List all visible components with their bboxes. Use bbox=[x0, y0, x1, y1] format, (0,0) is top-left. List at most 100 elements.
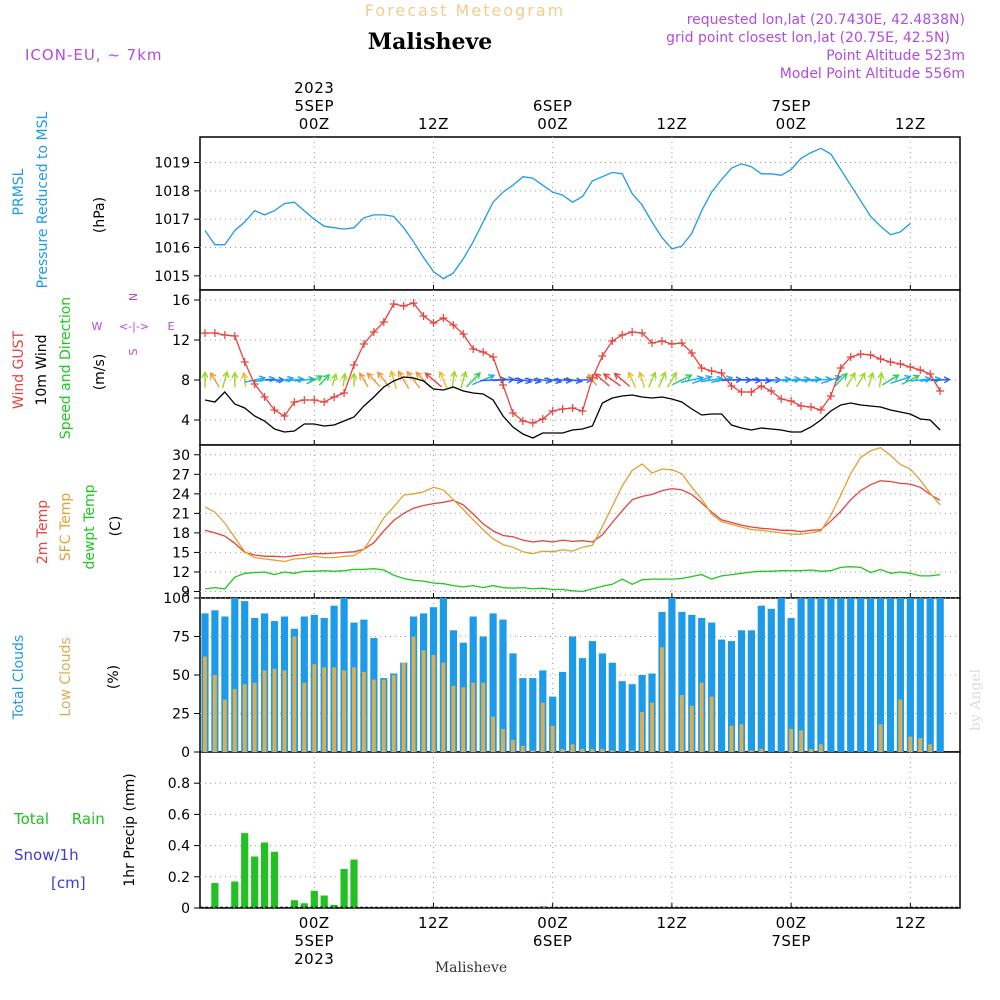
wind-arrow-head bbox=[705, 375, 713, 382]
label-dewpt-temp: dewpt Temp bbox=[82, 484, 98, 569]
total-cloud-bar bbox=[817, 598, 825, 752]
gust-marker bbox=[747, 388, 756, 396]
total-cloud-bar bbox=[837, 598, 845, 752]
wind-arrow-head bbox=[268, 375, 276, 383]
gust-marker bbox=[270, 406, 279, 414]
gust-marker bbox=[200, 329, 209, 337]
gust-marker bbox=[379, 318, 388, 326]
label-pressure-msl: Pressure Reduced to MSL bbox=[35, 111, 51, 288]
wind-arrow bbox=[614, 373, 631, 387]
total-cloud-bar bbox=[926, 598, 934, 752]
total-cloud-bar bbox=[588, 641, 596, 752]
total-cloud-bar bbox=[618, 681, 626, 752]
low-cloud-bar bbox=[272, 668, 277, 752]
wind-arrow bbox=[742, 378, 761, 382]
wind-arrow-head bbox=[934, 375, 942, 383]
low-cloud-bar bbox=[699, 682, 704, 752]
gridpoint-coords: grid point closest lon,lat (20.75E, 42.5… bbox=[666, 30, 950, 46]
wind-arrow-head bbox=[209, 371, 217, 380]
wind-arrow-head bbox=[406, 370, 413, 378]
gust-marker bbox=[628, 328, 637, 336]
wind-arrow-head bbox=[650, 371, 657, 379]
wind-arrow bbox=[890, 375, 911, 385]
compass-south: S bbox=[127, 348, 140, 355]
wind-arrow-head bbox=[924, 375, 933, 383]
low-cloud-bar bbox=[411, 636, 416, 752]
wind-arrow bbox=[451, 371, 456, 389]
total-cloud-bar bbox=[886, 598, 895, 752]
gust-marker bbox=[588, 374, 597, 382]
low-cloud-bar bbox=[342, 670, 346, 752]
gust-marker bbox=[330, 393, 339, 401]
wind-arrow-head bbox=[359, 372, 366, 380]
wind-arrow bbox=[285, 378, 304, 382]
gust-marker bbox=[220, 331, 229, 339]
unit-c: (C) bbox=[108, 516, 124, 537]
wind-arrow bbox=[331, 374, 337, 386]
pressure-tick-label: 1019 bbox=[154, 156, 190, 172]
wind-arrow-head bbox=[340, 372, 348, 380]
temp-tick-label: 12 bbox=[172, 565, 190, 581]
precip-tick-label: 0.2 bbox=[168, 870, 190, 886]
wind-arrow-head bbox=[859, 371, 866, 380]
total-cloud-bar bbox=[529, 678, 537, 752]
gust-marker bbox=[300, 396, 309, 404]
wind-arrow-head bbox=[315, 375, 324, 382]
gust-marker bbox=[449, 321, 458, 329]
precip-panel: 0 0.2 0.4 0.6 0.8 bbox=[168, 751, 961, 917]
total-cloud-bar bbox=[519, 678, 527, 752]
label-low-clouds: Low Clouds bbox=[58, 637, 74, 716]
wind-arrow bbox=[834, 373, 848, 387]
rain-bars bbox=[211, 833, 547, 908]
gust-marker bbox=[767, 387, 776, 395]
wind-10m-line bbox=[204, 376, 941, 439]
low-cloud-bar bbox=[371, 679, 376, 752]
gust-marker bbox=[657, 337, 666, 345]
low-cloud-bar bbox=[818, 744, 823, 752]
low-cloud-bar bbox=[481, 682, 486, 752]
low-cloud-bar bbox=[640, 712, 644, 752]
prmsl-line bbox=[204, 147, 911, 280]
wind-arrow-head bbox=[297, 376, 305, 384]
compass-rose: W <-|-> E N S bbox=[92, 293, 175, 356]
low-cloud-bar bbox=[242, 684, 247, 752]
rain-bar bbox=[310, 890, 318, 908]
total-cloud-bar bbox=[688, 614, 696, 752]
total-cloud-bar bbox=[876, 598, 885, 752]
low-cloud-bar bbox=[312, 664, 317, 752]
temp-tick-label: 15 bbox=[172, 545, 190, 561]
gust-marker bbox=[856, 350, 865, 358]
wind-frame bbox=[199, 289, 961, 446]
wind-arrow-head bbox=[350, 372, 358, 380]
low-cloud-bar bbox=[739, 724, 744, 752]
low-cloud-bar bbox=[650, 702, 654, 752]
gust-marker bbox=[578, 407, 587, 415]
low-cloud-bar bbox=[212, 675, 217, 752]
wind-arrow-head bbox=[867, 371, 875, 379]
gust-marker bbox=[359, 340, 368, 348]
wind-arrow-head bbox=[794, 376, 802, 384]
gust-marker bbox=[876, 355, 885, 363]
rain-bar bbox=[320, 895, 328, 908]
gust-marker bbox=[210, 329, 219, 337]
total-cloud-bar bbox=[549, 696, 557, 752]
low-cloud-bar bbox=[471, 682, 476, 752]
label-snow-unit: [cm] bbox=[51, 874, 86, 892]
wind-arrow bbox=[666, 372, 677, 388]
gust-marker bbox=[896, 360, 905, 368]
wind-arrow bbox=[657, 372, 666, 388]
top-time-label: 2023 bbox=[294, 79, 334, 97]
pressure-tick-label: 1015 bbox=[154, 269, 190, 285]
top-time-label: 00Z bbox=[537, 115, 568, 133]
wind-arrow-head bbox=[943, 376, 951, 384]
gust-marker bbox=[648, 339, 657, 347]
requested-coords: requested lon,lat (20.7430E, 42.4838N) bbox=[687, 12, 965, 28]
low-cloud-bar bbox=[630, 750, 635, 752]
cloud-tick-label: 25 bbox=[172, 707, 190, 723]
low-cloud-bar bbox=[222, 699, 227, 752]
wind-arrow-head bbox=[424, 372, 432, 380]
wind-arrow bbox=[700, 377, 723, 383]
unit-hpa: (hPa) bbox=[92, 197, 108, 233]
low-cloud-bar bbox=[252, 682, 257, 752]
bottom-time-label: 12Z bbox=[895, 914, 926, 932]
